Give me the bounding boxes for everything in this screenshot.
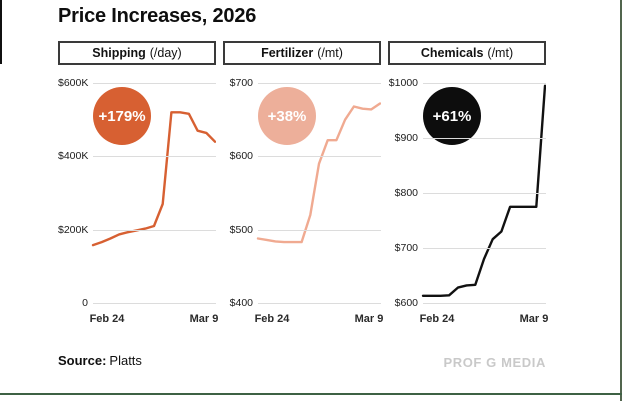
panel-title-unit: (/day) — [149, 46, 182, 60]
x-tick-end: Mar 9 — [519, 313, 549, 325]
price-series-line — [421, 84, 546, 298]
pct-change-badge-fertilizer: +38% — [258, 87, 316, 145]
source-value: Platts — [109, 353, 142, 368]
source-credit: Source: Platts — [58, 353, 142, 368]
chart-chemicals: +61% Feb 24 Mar 9 $1000 $900 $800 $700 $600 — [388, 64, 549, 330]
y-axis-tick-label: $400 — [229, 297, 253, 309]
price-series-line — [91, 111, 216, 247]
page-title: Price Increases, 2026 — [58, 5, 257, 27]
y-axis-tick-label: $200K — [58, 223, 89, 236]
gridline — [258, 156, 381, 158]
pct-change-badge-shipping: +179% — [93, 87, 151, 145]
y-axis-tick-label: $600K — [58, 77, 89, 89]
panel-header-chemicals: Chemicals (/mt) — [388, 41, 546, 65]
y-axis-tick-label: $900 — [394, 132, 418, 144]
chart-fertilizer: +38% Feb 24 Mar 9 $700 $600 $500 $400 — [223, 64, 384, 330]
price-series-line — [256, 102, 381, 244]
x-tick-start: Feb 24 — [89, 313, 125, 325]
y-axis-tick-label: $800 — [394, 187, 418, 199]
y-axis-tick-label: $700 — [394, 242, 418, 254]
panel-header-fertilizer: Fertilizer (/mt) — [223, 41, 381, 65]
source-label: Source: — [58, 353, 107, 368]
gridline — [423, 193, 546, 194]
fertilizer-line-plot — [256, 102, 381, 244]
y-axis-tick-label: 0 — [82, 297, 88, 309]
gridline — [258, 83, 381, 84]
gridline — [423, 138, 546, 139]
chemicals-line-plot — [421, 84, 546, 298]
panel-shipping: Shipping (/day) +179% Feb 24 Mar 9 $600K… — [58, 41, 219, 341]
prof-g-media-watermark: PROF G MEDIA — [443, 355, 546, 370]
panel-title: Shipping — [92, 46, 146, 60]
gridline — [93, 156, 216, 158]
y-axis-tick-label: $400K — [58, 150, 89, 163]
panel-title-unit: (/mt) — [317, 46, 343, 60]
x-tick-start: Feb 24 — [254, 313, 290, 325]
gridline — [93, 229, 216, 231]
gridline — [93, 303, 216, 304]
x-tick-start: Feb 24 — [419, 313, 455, 325]
gridline — [258, 303, 381, 304]
y-axis-tick-label: $500 — [229, 223, 253, 236]
panel-title: Chemicals — [420, 46, 484, 60]
frame-left-edge-line — [0, 0, 2, 64]
gridline — [423, 83, 546, 84]
panel-title-unit: (/mt) — [487, 46, 514, 60]
pct-change-badge-chemicals: +61% — [423, 87, 481, 145]
x-tick-end: Mar 9 — [189, 313, 219, 325]
y-axis-tick-label: $700 — [229, 77, 253, 89]
gridline — [423, 303, 546, 304]
panel-chemicals: Chemicals (/mt) +61% Feb 24 Mar 9 $1000 $… — [388, 41, 549, 341]
gridline — [423, 248, 546, 249]
gridline — [93, 83, 216, 84]
frame-bottom-rule — [0, 393, 622, 395]
panel-header-shipping: Shipping (/day) — [58, 41, 216, 65]
shipping-line-plot — [91, 111, 216, 247]
y-axis-tick-label: $600 — [229, 150, 253, 163]
frame-right-edge-line — [620, 0, 622, 401]
gridline — [258, 229, 381, 231]
panel-title: Fertilizer — [261, 46, 314, 60]
panel-fertilizer: Fertilizer (/mt) +38% Feb 24 Mar 9 $700 $… — [223, 41, 384, 341]
y-axis-tick-label: $1000 — [388, 77, 418, 89]
x-tick-end: Mar 9 — [354, 313, 384, 325]
chart-shipping: +179% Feb 24 Mar 9 $600K $400K $200K 0 — [58, 64, 219, 330]
y-axis-tick-label: $600 — [394, 297, 418, 309]
